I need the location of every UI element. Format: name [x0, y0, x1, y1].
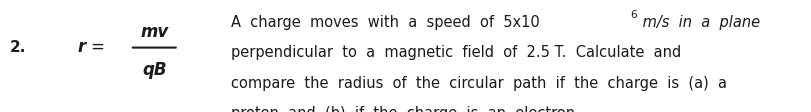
Text: proton  and  (b)  if  the  charge  is  an  electron.: proton and (b) if the charge is an elect… [231, 105, 580, 112]
Text: 6: 6 [629, 10, 636, 20]
Text: $\bfit{r}$ =: $\bfit{r}$ = [77, 38, 105, 56]
Text: qB: qB [142, 60, 166, 78]
Text: compare  the  radius  of  the  circular  path  if  the  charge  is  (a)  a: compare the radius of the circular path … [231, 75, 727, 90]
Text: A  charge  moves  with  a  speed  of  5x10: A charge moves with a speed of 5x10 [231, 15, 539, 29]
Text: mv: mv [140, 22, 168, 40]
Text: perpendicular  to  a  magnetic  field  of  2.5 T.  Calculate  and: perpendicular to a magnetic field of 2.5… [231, 45, 680, 60]
Text: 2.: 2. [10, 40, 26, 54]
Text: m/s  in  a  plane: m/s in a plane [637, 15, 760, 29]
